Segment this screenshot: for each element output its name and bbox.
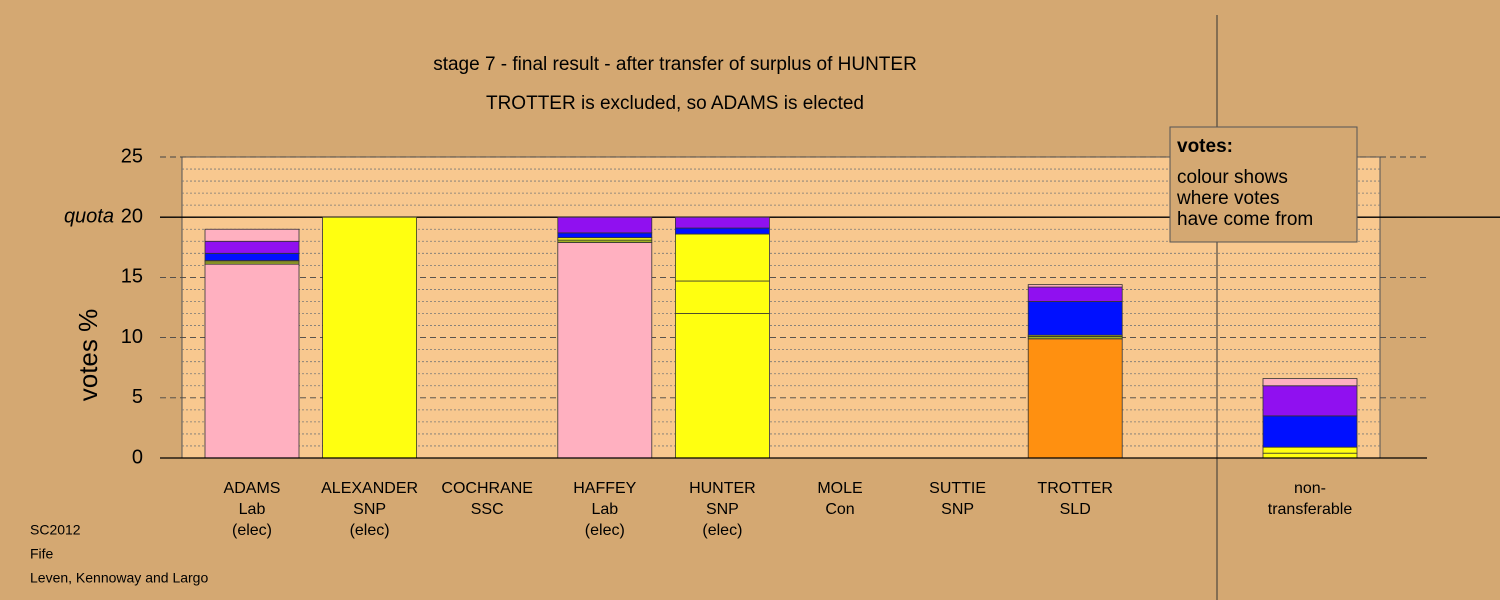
bar-segment [204,228,300,242]
y-tick-label: 0 [132,446,143,468]
y-tick-label: 10 [121,326,143,348]
footer-text: Leven, Kennoway and Largo [30,570,208,586]
x-tick-label: SUTTIE [929,480,986,497]
x-tick-label: HAFFEY [573,480,636,497]
quota-label: quota [64,205,114,227]
bar-segment [204,263,300,459]
bar-segment [1262,446,1358,454]
y-tick-label: 15 [121,266,143,288]
bar-segment [1262,385,1358,417]
bar-segment [557,232,653,239]
x-tick-label: transferable [1268,501,1353,518]
y-tick-label: 25 [121,145,143,167]
x-tick-label: SLD [1060,501,1091,518]
annotation-line: where votes [1176,188,1279,209]
annotation-box [1169,126,1358,243]
y-tick-label: 5 [132,386,143,408]
x-tick-label: COCHRANE [441,480,533,497]
bar-segment [675,216,770,229]
x-tick-label: HUNTER [689,480,756,497]
x-tick-label: SNP [941,501,974,518]
bar-segment [675,233,770,282]
bar-segment [1027,338,1123,459]
annotation-line: colour shows [1177,167,1288,188]
x-tick-label: (elec) [585,522,625,539]
bar-segment [557,216,653,234]
x-tick-label: ADAMS [224,480,281,497]
footer-text: SC2012 [30,522,81,538]
x-tick-label: SSC [471,501,504,518]
x-tick-label: Lab [591,501,618,518]
x-tick-label: Lab [239,501,266,518]
footer-text: Fife [30,546,54,562]
x-tick-label: Con [825,501,854,518]
bar-segment [557,242,653,459]
bar-segment [675,280,770,314]
x-tick-label: SNP [353,501,386,518]
x-tick-label: non- [1294,480,1326,497]
bar-segment [1262,452,1358,459]
bar-segment [675,227,770,235]
x-tick-label: ALEXANDER [321,480,418,497]
bar-segment [1027,286,1123,302]
x-tick-label: (elec) [702,522,742,539]
bar-segment [1027,301,1123,336]
bar-segment [1027,284,1123,288]
bar-segment [675,313,770,459]
bar-segment [1262,415,1358,448]
x-tick-label: (elec) [350,522,390,539]
y-tick-label: 20 [121,205,143,227]
chart-title: stage 7 - final result - after transfer … [433,54,917,75]
x-tick-label: TROTTER [1037,480,1113,497]
y-axis-label: votes % [73,309,103,402]
bar-segment [204,252,300,261]
x-tick-label: SNP [706,501,739,518]
x-tick-label: MOLE [817,480,862,497]
bar-segment [204,240,300,254]
annotation-line: have come from [1177,209,1313,230]
bar-segment [1262,378,1358,387]
x-tick-label: (elec) [232,522,272,539]
chart-subtitle: TROTTER is excluded, so ADAMS is elected [486,93,864,114]
bar-segment [322,216,418,459]
annotation-title: votes: [1177,136,1233,157]
